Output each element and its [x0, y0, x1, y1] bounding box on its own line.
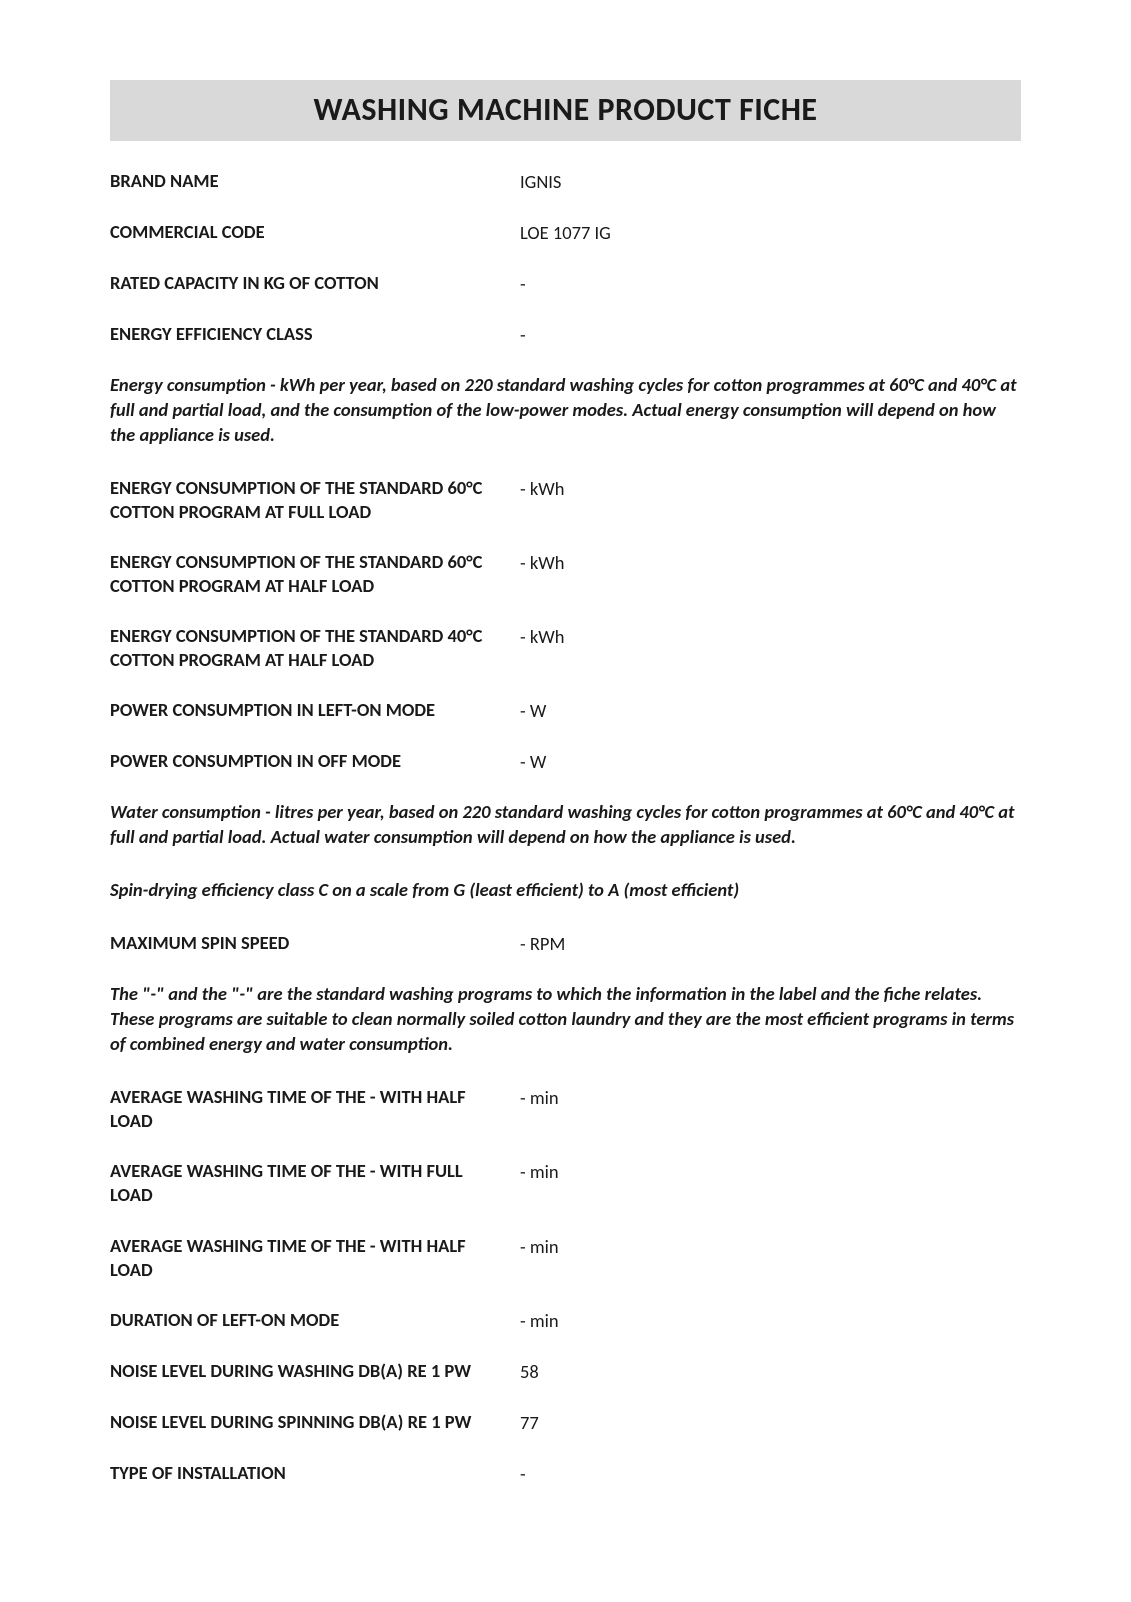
value-avg-time-full: - min	[520, 1159, 1021, 1184]
note-standard-programs: The "-" and the "-" are the standard was…	[110, 982, 1021, 1057]
row-power-off: POWER CONSUMPTION IN OFF MODE - W	[110, 749, 1021, 774]
label-power-left-on: POWER CONSUMPTION IN LEFT-ON MODE	[110, 698, 520, 722]
value-commercial-code: LOE 1077 IG	[520, 220, 1021, 245]
note-programs-mid: " and the "	[156, 982, 239, 1005]
value-rated-capacity: -	[520, 271, 1021, 296]
row-noise-spin: NOISE LEVEL DURING SPINNING DB(A) RE 1 P…	[110, 1410, 1021, 1435]
note-programs-prefix: The "	[110, 982, 150, 1005]
value-noise-spin: 77	[520, 1410, 1021, 1435]
value-ec-60-half: - kWh	[520, 550, 1021, 575]
value-ec-60-full: - kWh	[520, 476, 1021, 501]
label-avg-time-half-1: AVERAGE WASHING TIME OF THE - WITH HALF …	[110, 1085, 520, 1133]
note-spin-efficiency: Spin-drying efficiency class C on a scal…	[110, 878, 1021, 903]
label-install-type: TYPE OF INSTALLATION	[110, 1461, 520, 1485]
note-water-prefix: Water consumption	[110, 800, 265, 823]
value-power-left-on: - W	[520, 698, 1021, 723]
value-avg-time-half-1: - min	[520, 1085, 1021, 1110]
note-energy-consumption: Energy consumption - kWh per year, based…	[110, 373, 1021, 448]
row-avg-time-full: AVERAGE WASHING TIME OF THE - WITH FULL …	[110, 1159, 1021, 1207]
label-duration-left-on: DURATION OF LEFT-ON MODE	[110, 1308, 520, 1332]
value-power-off: - W	[520, 749, 1021, 774]
label-ec-40-half: ENERGY CONSUMPTION OF THE STANDARD 40°C …	[110, 624, 520, 672]
label-avg-time-full: AVERAGE WASHING TIME OF THE - WITH FULL …	[110, 1159, 520, 1207]
row-install-type: TYPE OF INSTALLATION -	[110, 1461, 1021, 1486]
row-ec-40-half: ENERGY CONSUMPTION OF THE STANDARD 40°C …	[110, 624, 1021, 672]
row-commercial-code: COMMERCIAL CODE LOE 1077 IG	[110, 220, 1021, 245]
label-power-off: POWER CONSUMPTION IN OFF MODE	[110, 749, 520, 773]
note-energy-prefix: Energy consumption	[110, 373, 270, 396]
label-ec-60-full: ENERGY CONSUMPTION OF THE STANDARD 60°C …	[110, 476, 520, 524]
note-programs-suffix: " are the standard washing programs to w…	[110, 982, 1014, 1055]
value-max-spin: - RPM	[520, 931, 1021, 956]
row-avg-time-half-2: AVERAGE WASHING TIME OF THE - WITH HALF …	[110, 1234, 1021, 1282]
label-max-spin: MAXIMUM SPIN SPEED	[110, 931, 520, 955]
page-title: WASHING MACHINE PRODUCT FICHE	[110, 80, 1021, 141]
label-rated-capacity: RATED CAPACITY IN KG OF COTTON	[110, 271, 520, 295]
row-power-left-on: POWER CONSUMPTION IN LEFT-ON MODE - W	[110, 698, 1021, 723]
row-max-spin: MAXIMUM SPIN SPEED - RPM	[110, 931, 1021, 956]
row-ec-60-full: ENERGY CONSUMPTION OF THE STANDARD 60°C …	[110, 476, 1021, 524]
value-avg-time-half-2: - min	[520, 1234, 1021, 1259]
row-rated-capacity: RATED CAPACITY IN KG OF COTTON -	[110, 271, 1021, 296]
value-ec-40-half: - kWh	[520, 624, 1021, 649]
label-avg-time-half-2: AVERAGE WASHING TIME OF THE - WITH HALF …	[110, 1234, 520, 1282]
label-ec-60-half: ENERGY CONSUMPTION OF THE STANDARD 60°C …	[110, 550, 520, 598]
row-energy-class: ENERGY EFFICIENCY CLASS -	[110, 322, 1021, 347]
note-spin-prefix: Spin-drying efficiency class	[110, 878, 318, 901]
value-duration-left-on: - min	[520, 1308, 1021, 1333]
note-water-consumption: Water consumption - litres per year, bas…	[110, 800, 1021, 850]
product-fiche-page: WASHING MACHINE PRODUCT FICHE BRAND NAME…	[0, 0, 1131, 1602]
value-brand-name: IGNIS	[520, 169, 1021, 194]
row-avg-time-half-1: AVERAGE WASHING TIME OF THE - WITH HALF …	[110, 1085, 1021, 1133]
row-duration-left-on: DURATION OF LEFT-ON MODE - min	[110, 1308, 1021, 1333]
label-commercial-code: COMMERCIAL CODE	[110, 220, 520, 244]
note-spin-suffix: on a scale from G (least efficient) to A…	[328, 878, 739, 901]
value-noise-wash: 58	[520, 1359, 1021, 1384]
label-brand-name: BRAND NAME	[110, 169, 520, 193]
value-energy-class: -	[520, 322, 1021, 347]
value-install-type: -	[520, 1461, 1021, 1486]
note-spin-value: C	[318, 878, 328, 901]
label-noise-wash: NOISE LEVEL DURING WASHING DB(A) RE 1 PW	[110, 1359, 520, 1383]
label-noise-spin: NOISE LEVEL DURING SPINNING DB(A) RE 1 P…	[110, 1410, 520, 1434]
label-energy-class: ENERGY EFFICIENCY CLASS	[110, 322, 520, 346]
row-brand-name: BRAND NAME IGNIS	[110, 169, 1021, 194]
row-ec-60-half: ENERGY CONSUMPTION OF THE STANDARD 60°C …	[110, 550, 1021, 598]
row-noise-wash: NOISE LEVEL DURING WASHING DB(A) RE 1 PW…	[110, 1359, 1021, 1384]
